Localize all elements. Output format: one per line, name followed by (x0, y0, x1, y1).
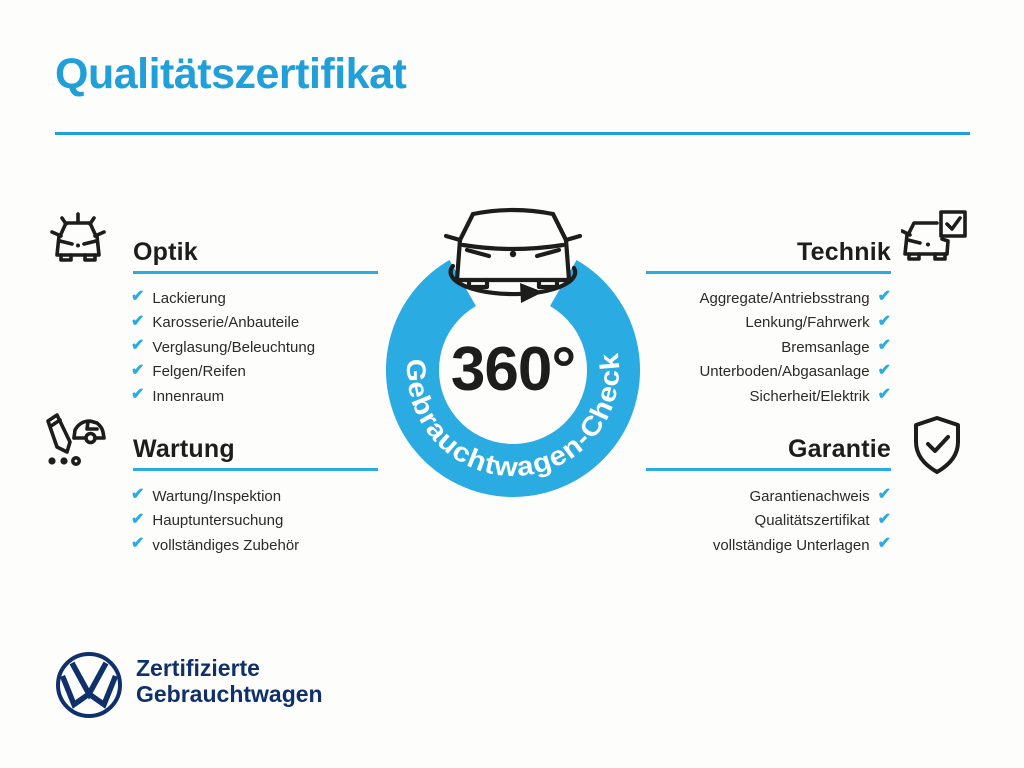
car-checkbox-icon (901, 210, 967, 261)
checklist-item: Garantienachweis ✔ (750, 484, 891, 509)
section-title-technik: Technik (796, 238, 891, 266)
check-icon: ✔ (877, 386, 891, 404)
check-icon: ✔ (131, 535, 145, 553)
checklist-item: Unterboden/Abgasanlage ✔ (699, 360, 891, 385)
checklist-item-label: Bremsanlage (781, 338, 870, 356)
vw-logo (56, 652, 122, 718)
badge-degree-label: 360° (451, 335, 575, 404)
rotating-car-icon (443, 207, 583, 303)
checklist-item-label: Verglasung/Beleuchtung (152, 338, 316, 356)
rotation-arrowhead (520, 283, 543, 303)
check-icon: ✔ (877, 486, 891, 504)
360-degree-badge: Gebrauchtwagen-Check 360° (386, 207, 640, 497)
checklist-item: ✔ vollständiges Zubehör (131, 533, 299, 558)
checklist-item: ✔ Karosserie/Anbauteile (131, 311, 299, 336)
checklist-item: ✔ Verglasung/Beleuchtung (131, 335, 315, 360)
check-icon: ✔ (131, 486, 145, 504)
section-underline (646, 468, 891, 471)
footer-claim-line2: Gebrauchtwagen (136, 681, 323, 707)
check-icon: ✔ (877, 535, 891, 553)
check-icon: ✔ (877, 288, 891, 306)
checklist-item-label: Innenraum (152, 387, 225, 405)
car-shine-icon (50, 212, 106, 262)
check-icon: ✔ (131, 288, 145, 306)
checklist-item-label: Garantienachweis (749, 487, 870, 505)
check-icon: ✔ (131, 361, 145, 379)
section-underline (133, 271, 378, 274)
checklist-item: ✔ Felgen/Reifen (131, 360, 246, 385)
checklist-item-label: Aggregate/Antriebsstrang (699, 289, 870, 307)
checklist-item-label: vollständiges Zubehör (152, 536, 300, 554)
checklist-item-label: Sicherheit/Elektrik (749, 387, 870, 405)
section-underline (133, 468, 378, 471)
checklist-optik: ✔ Lackierung ✔ Karosserie/Anbauteile ✔ Verg… (131, 286, 315, 409)
checklist-item-label: Unterboden/Abgasanlage (699, 363, 870, 381)
checklist-item-label: Hauptuntersuchung (152, 512, 284, 530)
footer-claim: Zertifizierte Gebrauchtwagen (136, 655, 323, 707)
section-title-optik: Optik (133, 238, 198, 266)
checklist-item-label: Felgen/Reifen (152, 363, 246, 381)
service-checklist-icon (46, 413, 106, 466)
checklist-item-label: Wartung/Inspektion (152, 487, 282, 505)
checklist-item: Bremsanlage ✔ (781, 335, 891, 360)
section-title-wartung: Wartung (133, 435, 235, 463)
badge-ring (386, 260, 640, 497)
check-icon: ✔ (877, 337, 891, 355)
checklist-item: Sicherheit/Elektrik ✔ (750, 384, 891, 409)
checklist-item-label: Lenkung/Fahrwerk (745, 314, 870, 332)
checklist-garantie: Garantienachweis ✔ Qualitätszertifikat ✔ v… (591, 484, 891, 558)
check-icon: ✔ (131, 510, 145, 528)
section-title-garantie: Garantie (787, 435, 891, 463)
check-icon: ✔ (877, 312, 891, 330)
check-icon: ✔ (131, 386, 145, 404)
checklist-wartung: ✔ Wartung/Inspektion ✔ Hauptuntersuchung ✔… (131, 484, 299, 558)
checklist-item: Lenkung/Fahrwerk ✔ (745, 311, 891, 336)
checklist-item: vollständige Unterlagen ✔ (713, 533, 891, 558)
checklist-item-label: Karosserie/Anbauteile (152, 314, 300, 332)
shield-check-icon (914, 416, 960, 474)
section-underline (646, 271, 891, 274)
title-rule (55, 132, 970, 135)
checklist-item: Qualitätszertifikat ✔ (755, 509, 891, 534)
check-icon: ✔ (877, 361, 891, 379)
page-title: Qualitätszertifikat (55, 50, 407, 98)
check-icon: ✔ (131, 312, 145, 330)
checklist-technik: Aggregate/Antriebsstrang ✔ Lenkung/Fahrwe… (591, 286, 891, 409)
checklist-item: ✔ Innenraum (131, 384, 224, 409)
check-icon: ✔ (131, 337, 145, 355)
check-icon: ✔ (877, 510, 891, 528)
checklist-item: Aggregate/Antriebsstrang ✔ (699, 286, 891, 311)
checklist-item: ✔ Hauptuntersuchung (131, 509, 283, 534)
checklist-item-label: Lackierung (152, 289, 226, 307)
checklist-item-label: Qualitätszertifikat (754, 512, 870, 530)
checklist-item: ✔ Lackierung (131, 286, 226, 311)
checklist-item-label: vollständige Unterlagen (712, 536, 870, 554)
footer-claim-line1: Zertifizierte (136, 655, 260, 681)
checklist-item: ✔ Wartung/Inspektion (131, 484, 281, 509)
